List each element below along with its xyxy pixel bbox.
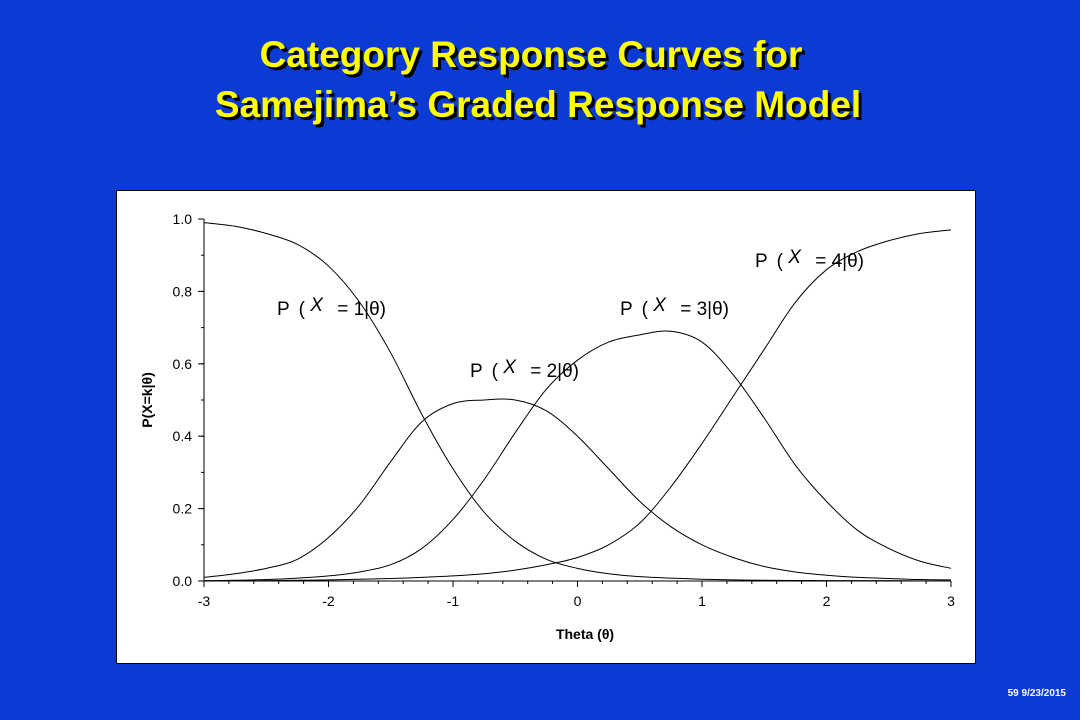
curve-label-1-eq: = 1|θ): [337, 299, 386, 320]
slide-title-line-1: Category Response Curves for: [259, 34, 803, 75]
curve-label-1-open: (: [299, 299, 306, 320]
svg-text:P ( X: P ( X = 4|θ): [755, 247, 864, 272]
series-line-category-3: [203, 330, 952, 582]
x-tick-label: -3: [198, 593, 211, 609]
x-tick-label: 2: [823, 593, 831, 609]
y-tick-label: 0.8: [173, 283, 193, 299]
x-tick-label: 3: [947, 593, 955, 609]
curve-label-2-x: X: [502, 357, 517, 378]
x-tick-label: 0: [574, 593, 582, 609]
x-tick-label: 1: [698, 593, 706, 609]
svg-text:P ( X: P ( X = 1|θ): [277, 295, 386, 320]
series-line-category-1: [203, 222, 952, 582]
curve-label-3-open: (: [642, 299, 649, 320]
curve-label-2-open: (: [492, 361, 499, 382]
curve-label-2-p: P: [470, 361, 482, 382]
y-tick-label: 1.0: [173, 211, 193, 227]
curve-label-1: P ( X = 1|θ): [277, 295, 386, 320]
y-axis-title: P(X=k|θ): [139, 372, 155, 427]
axes: [203, 219, 951, 582]
category-response-chart: 0.0 0.2 0.4 0.6 0.8 1.0 -3 -2 -1 0 1 2 3 Theta (θ) P…: [139, 211, 956, 642]
svg-text:P ( X: P ( X = 3|θ): [620, 295, 729, 320]
curve-label-4-p: P: [755, 251, 767, 272]
curve-label-2: P ( X = 2|θ): [470, 357, 579, 382]
x-axis-title: Theta (θ): [556, 626, 614, 642]
tick-marks: [198, 218, 952, 587]
curve-label-4-open: (: [777, 251, 784, 272]
x-tick-label: -2: [322, 593, 335, 609]
curve-label-1-p: P: [277, 299, 289, 320]
curve-label-3-x: X: [652, 295, 667, 316]
svg-text:P ( X: P ( X = 2|θ): [470, 357, 579, 382]
curve-label-3: P ( X = 3|θ): [620, 295, 729, 320]
chart-panel: 0.0 0.2 0.4 0.6 0.8 1.0 -3 -2 -1 0 1 2 3 Theta (θ) P…: [116, 190, 976, 664]
y-tick-label: 0.6: [173, 356, 193, 372]
curve-label-2-eq: = 2|θ): [530, 361, 579, 382]
y-tick-label: 0.2: [173, 501, 193, 517]
curves: [203, 222, 952, 582]
x-tick-label: -1: [447, 593, 460, 609]
curve-label-3-eq: = 3|θ): [680, 299, 729, 320]
series-line-category-2: [203, 398, 952, 581]
curve-label-4: P ( X = 4|θ): [755, 247, 864, 272]
slide-footer: 59 9/23/2015: [1007, 688, 1066, 699]
y-tick-label: 0.4: [173, 428, 193, 444]
tick-labels: 0.0 0.2 0.4 0.6 0.8 1.0 -3 -2 -1 0 1 2 3: [173, 211, 956, 609]
curve-label-1-x: X: [309, 295, 324, 316]
curve-label-4-x: X: [787, 247, 802, 268]
curve-label-4-eq: = 4|θ): [815, 251, 864, 272]
y-tick-label: 0.0: [173, 573, 193, 589]
slide-title: Category Response Curves for Samejima’s …: [0, 30, 1080, 130]
series-line-category-4: [203, 229, 952, 582]
slide-title-line-2: Samejima’s Graded Response Model: [214, 84, 862, 125]
curve-label-3-p: P: [620, 299, 632, 320]
